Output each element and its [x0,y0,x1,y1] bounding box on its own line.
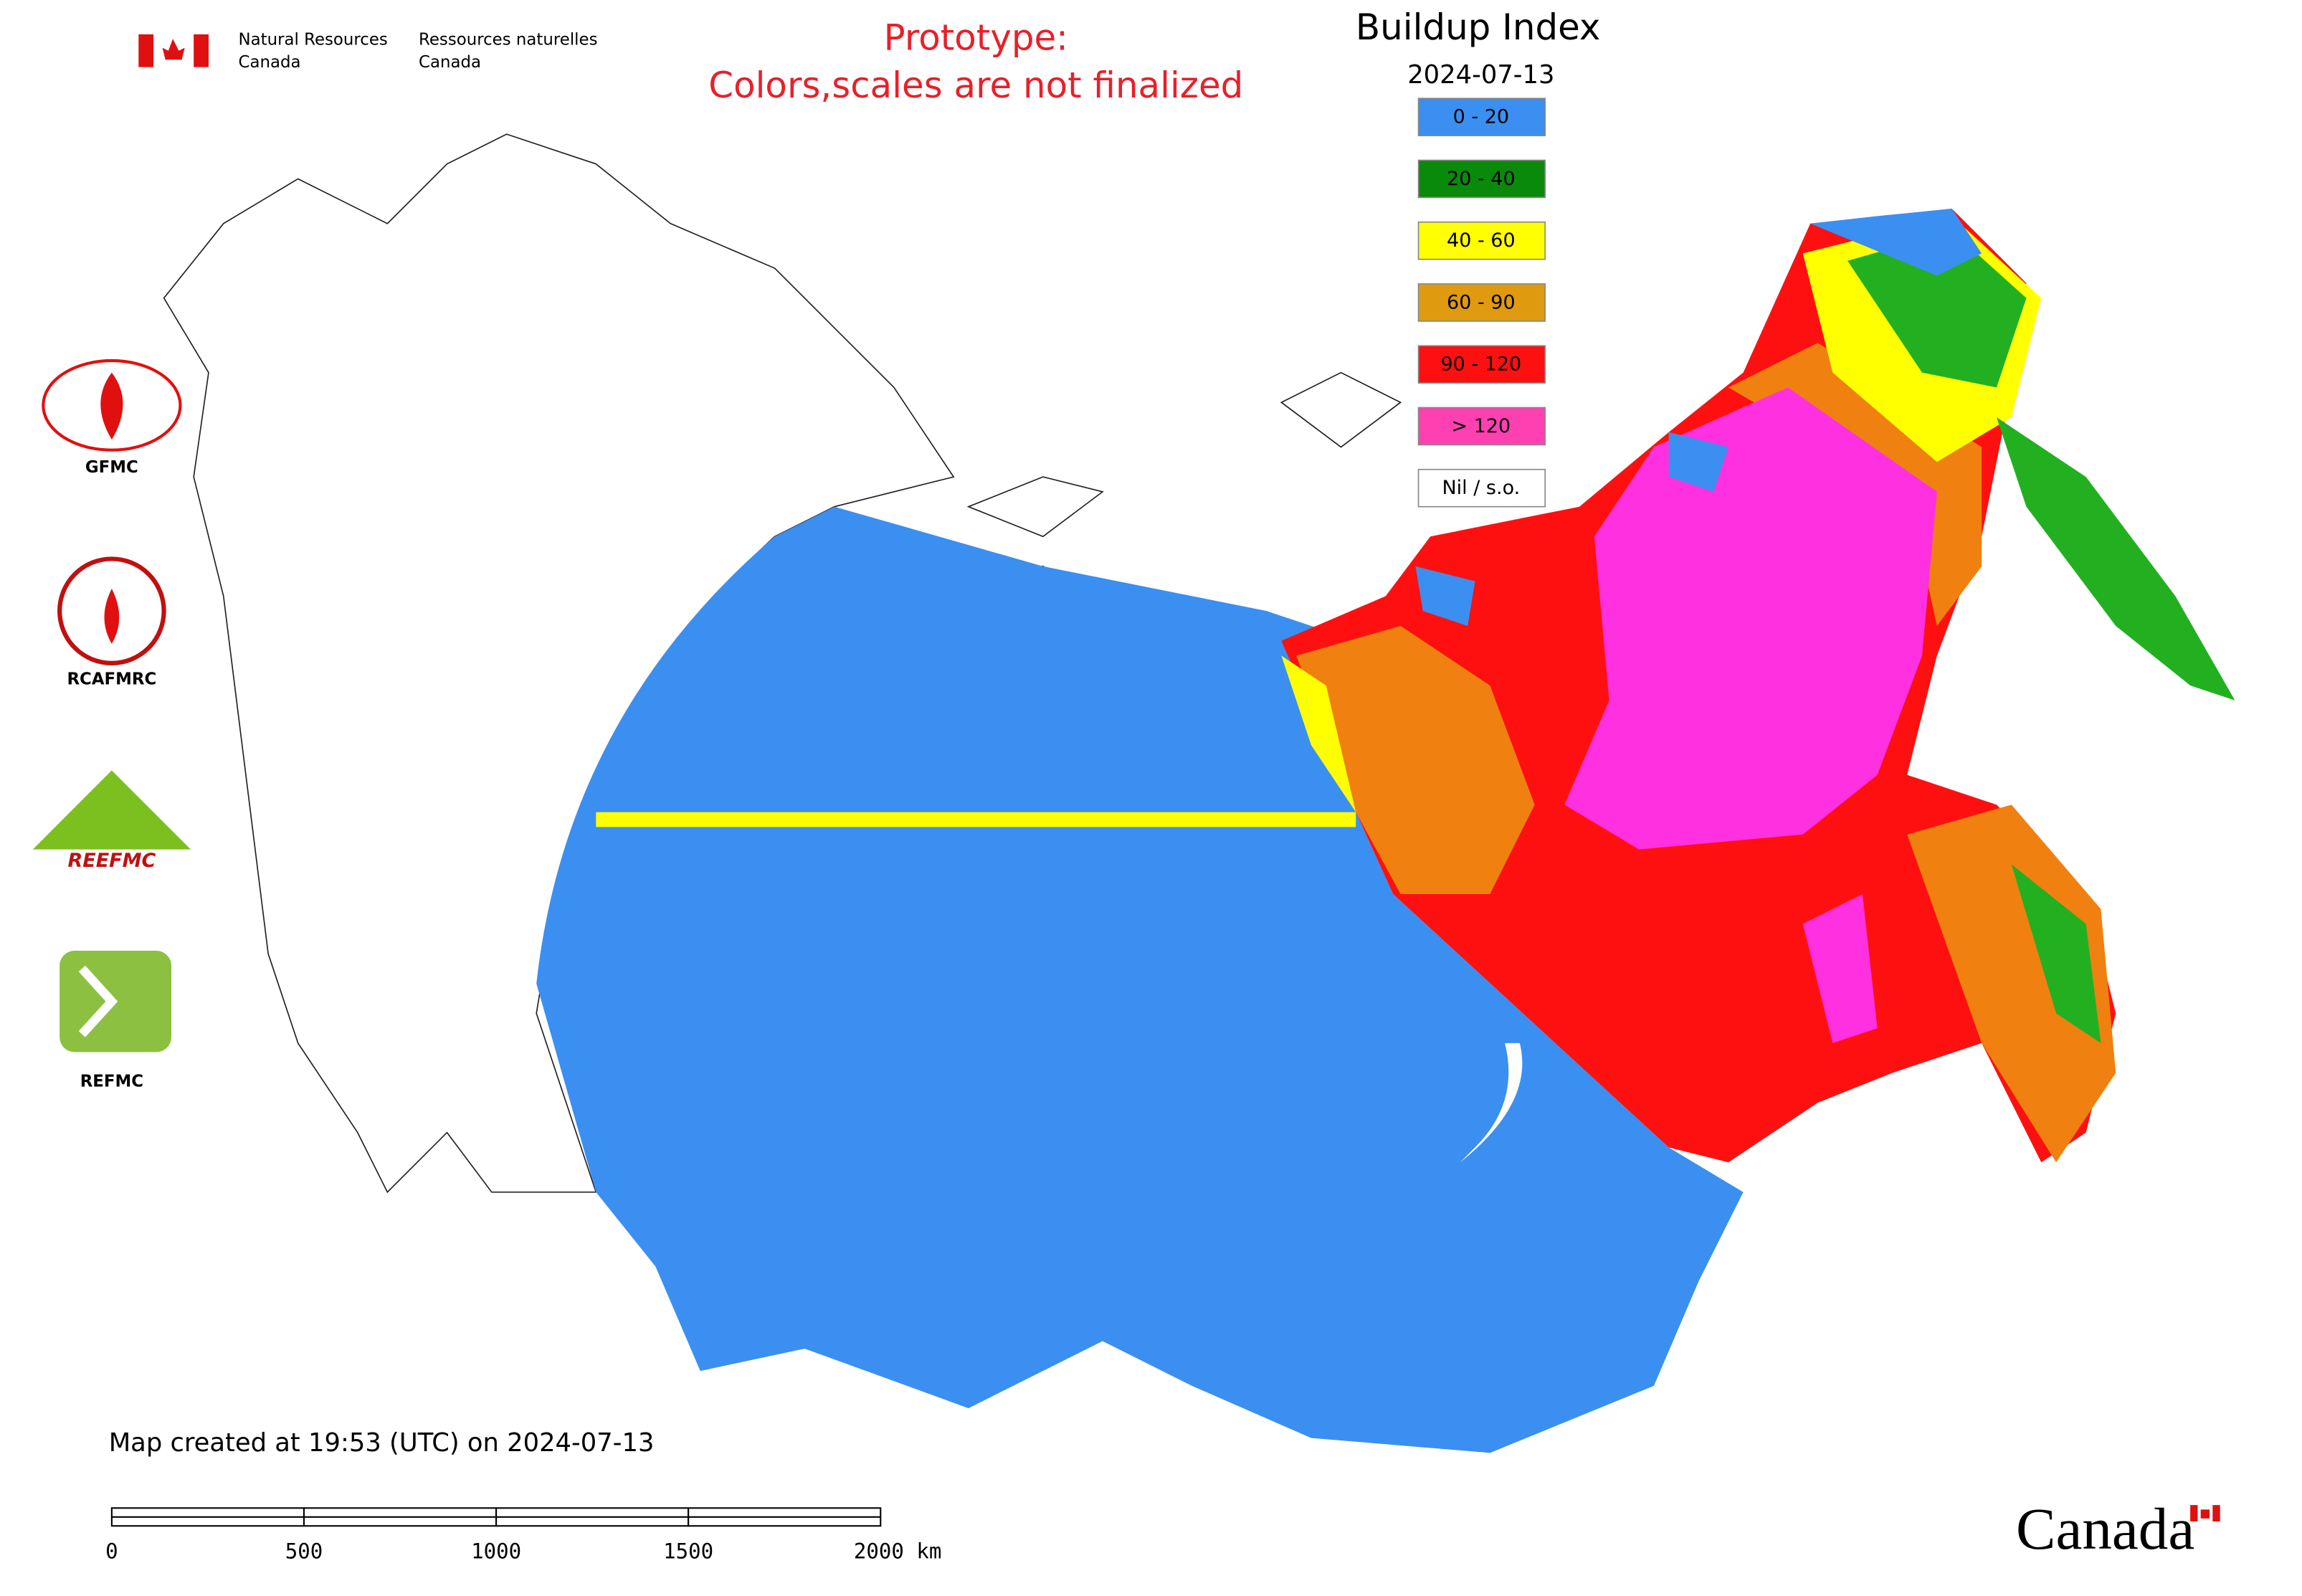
canada-wordmark: Canada [2016,1496,2220,1562]
creation-note: Map created at 19:53 (UTC) on 2024-07-13 [109,1428,655,1458]
legend-swatch [1417,221,1546,260]
region-green [1847,231,2235,1043]
legend-label: 20 - 40 [1447,168,1516,190]
legend-swatch [1417,468,1546,508]
legend-label: > 120 [1451,415,1511,437]
logos [32,358,191,1053]
logo-label: REEFMC [67,850,156,872]
region-low [536,506,1744,1453]
legend-swatch [1417,345,1546,384]
legend-swatch [1417,283,1546,322]
region-blue-east [1415,209,1982,626]
scale-label: 2000 km [854,1539,942,1564]
nrcan-logo: Natural Resources Canada Ressources natu… [138,31,598,72]
legend-date: 2024-07-13 [1407,60,1554,90]
scale-label: 500 [285,1539,323,1564]
notice: Colors,scales are not finalized [708,65,1243,106]
lake-baikal [1460,1042,1523,1163]
legend-label: 0 - 20 [1453,106,1509,128]
legend-swatch [1417,98,1546,137]
notice: Prototype: [884,17,1068,59]
legend-label: 40 - 60 [1447,229,1516,252]
dept-fr-line: Ressources naturelles [419,31,597,49]
scale-label: 1500 [663,1539,713,1564]
dept-fr-line: Canada [419,53,481,72]
dept-en-line: Canada [239,53,301,72]
logo-label: REFMC [80,1072,143,1091]
logo-label: RCAFMRC [67,670,156,688]
legend: 0 - 20 20 - 40 40 - 60 60 - 90 90 - 120 > 120… [1417,98,1546,508]
legend-title: Buildup Index [1356,6,1601,48]
scale-bar: 0 500 1000 1500 2000 km [105,1507,942,1564]
region-extreme [1564,387,1937,1043]
scale-label: 1000 [471,1539,521,1564]
logo-label: GFMC [85,458,138,477]
wordmark: Canada [2016,1496,2194,1562]
legend-swatch [1417,407,1546,446]
legend-label: Nil / s.o. [1442,477,1520,499]
dept-en-line: Natural Resources [239,31,388,49]
legend-label: 90 - 120 [1440,353,1521,376]
scale-label: 0 [105,1539,118,1564]
legend-label: 60 - 90 [1447,291,1516,313]
legend-swatch [1417,159,1546,199]
region-moderate [1296,343,2116,1163]
